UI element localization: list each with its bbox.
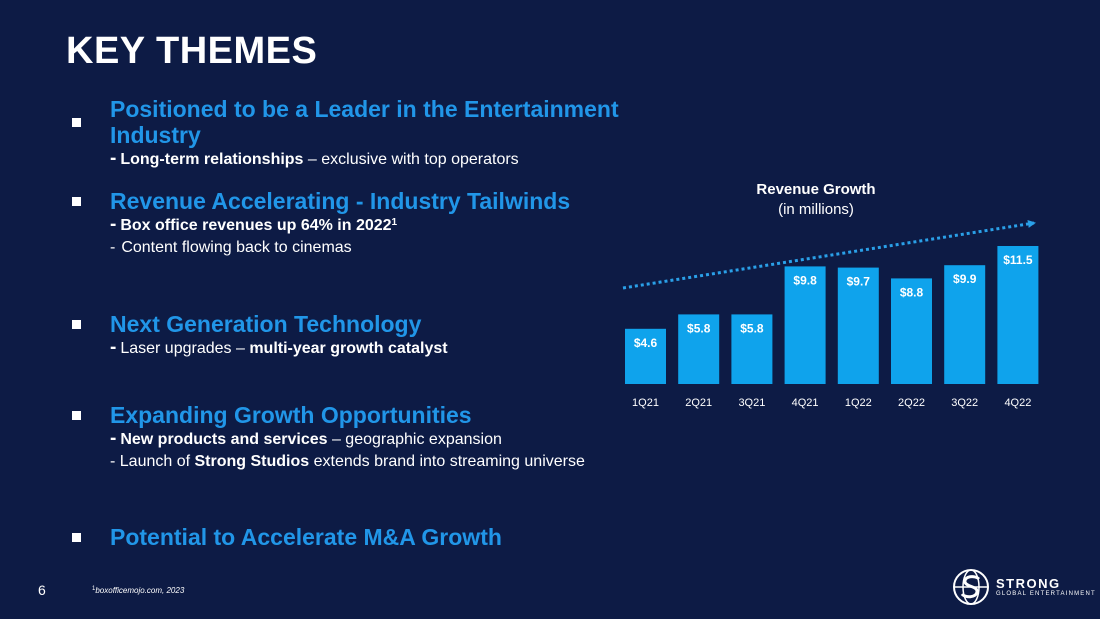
square-bullet-icon	[72, 532, 81, 542]
revenue-bar-chart: $4.6 1Q21 $5.8 2Q21 $5.8 3Q21 $9.8 4Q21 $9.7 1Q22…	[622, 219, 1039, 409]
data-label: $9.7	[847, 275, 871, 289]
theme-heading: Revenue Accelerating - Industry Tailwind…	[110, 188, 571, 214]
theme-revenue: Revenue Accelerating - Industry Tailwind…	[72, 188, 692, 259]
bar-2Q21	[678, 314, 720, 384]
theme-heading: Expanding Growth Opportunities	[110, 402, 472, 428]
data-label: $9.8	[793, 273, 817, 287]
bar-4Q21	[784, 266, 826, 384]
logo-tagline: GLOBAL ENTERTAINMENT	[996, 591, 1096, 597]
bar-1Q22	[837, 267, 879, 384]
chart-subtitle: (in millions)	[778, 201, 854, 218]
theme-heading: Positioned to be a Leader in the Enterta…	[110, 96, 619, 148]
bar-1Q21	[625, 328, 666, 384]
square-bullet-icon	[72, 410, 81, 420]
theme-heading: Potential to Accelerate M&A Growth	[110, 524, 502, 550]
theme-subpoint: - Laser upgrades – multi-year growth cata…	[110, 337, 448, 358]
theme-subpoint: - Long-term relationships – exclusive wit…	[110, 148, 519, 169]
x-tick-label: 4Q22	[1004, 397, 1031, 409]
theme-heading: Next Generation Technology	[110, 311, 422, 337]
x-tick-label: 4Q21	[792, 397, 819, 409]
footnote: 1boxofficemojo.com, 2023	[92, 586, 185, 595]
theme-subpoint: - Content flowing back to cinemas	[110, 239, 352, 256]
x-tick-label: 2Q22	[898, 397, 925, 409]
x-tick-label: 1Q22	[845, 397, 872, 409]
x-tick-label: 2Q21	[685, 397, 712, 409]
data-label: $8.8	[900, 285, 924, 299]
theme-mna: Potential to Accelerate M&A Growth	[72, 524, 692, 550]
theme-technology: Next Generation Technology - Laser upgrad…	[72, 311, 692, 360]
chart-title-text: Revenue Growth	[756, 181, 876, 198]
x-tick-label: 3Q22	[951, 397, 978, 409]
bar-3Q21	[731, 314, 773, 384]
x-tick-label: 1Q21	[632, 397, 659, 409]
theme-subpoint: - Box office revenues up 64% in 20221	[110, 214, 398, 235]
data-label: $9.9	[953, 272, 977, 286]
data-label: $5.8	[687, 321, 711, 335]
theme-growth-opportunities: Expanding Growth Opportunities - New prod…	[72, 402, 692, 473]
bar-2Q22	[891, 278, 932, 384]
page-number: 6	[38, 582, 46, 598]
data-label: $5.8	[740, 321, 764, 335]
theme-subpoint: - New products and services – geographic …	[110, 428, 502, 449]
slide-title: KEY THEMES	[66, 30, 318, 72]
logo-wordmark: STRONG	[996, 576, 1061, 591]
theme-subpoint: - Launch of Strong Studios extends brand…	[110, 453, 585, 470]
chart-title: Revenue Growth (in millions)	[716, 180, 916, 220]
square-bullet-icon	[72, 196, 81, 206]
data-label: $11.5	[1003, 253, 1033, 267]
square-bullet-icon	[72, 117, 81, 127]
x-tick-label: 3Q21	[738, 397, 765, 409]
square-bullet-icon	[72, 319, 81, 329]
data-label: $4.6	[634, 336, 658, 350]
theme-leader: Positioned to be a Leader in the Enterta…	[72, 96, 692, 171]
bar-4Q22	[997, 246, 1039, 384]
bar-3Q22	[944, 265, 986, 384]
globe-s-icon	[953, 569, 989, 605]
